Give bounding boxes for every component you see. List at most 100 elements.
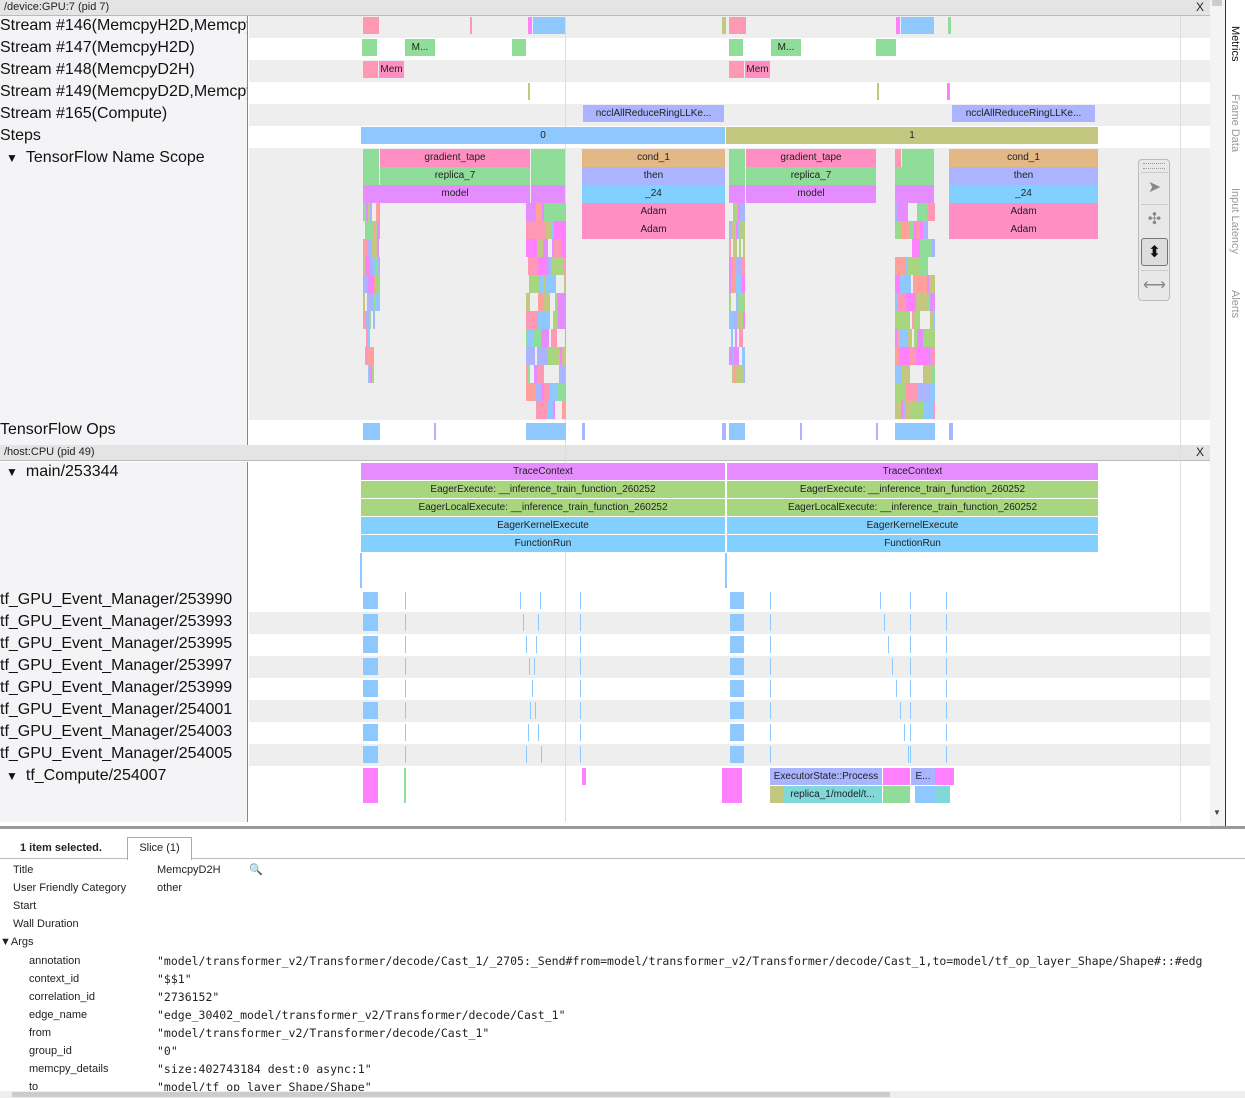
track-row[interactable] [249,678,1210,700]
slice[interactable] [770,614,771,631]
args-toggle[interactable]: ▼Args [0,936,34,948]
slice[interactable] [363,149,379,167]
slice[interactable] [914,311,920,329]
slice[interactable] [379,203,380,221]
slice-replica-1[interactable]: replica_1/model/t... [783,786,882,803]
slice[interactable] [895,311,908,329]
slice[interactable] [895,167,934,185]
slice[interactable] [917,329,923,347]
slice[interactable] [365,257,370,275]
slice[interactable] [551,329,557,347]
slice[interactable] [564,275,566,293]
slice[interactable] [404,768,406,803]
slice-step0[interactable]: 0 [361,127,725,144]
track-label[interactable]: tf_GPU_Event_Manager/254003 [0,722,248,744]
slice[interactable] [363,239,365,257]
slice[interactable] [770,680,771,697]
slice[interactable] [526,347,535,365]
slice-eager-execute[interactable]: EagerExecute: __inference_train_function… [727,481,1098,498]
slice[interactable] [405,724,406,741]
slice[interactable] [731,221,733,239]
slice[interactable] [363,680,378,697]
slice[interactable] [729,17,746,34]
slice[interactable] [915,786,935,803]
slice[interactable] [900,275,911,293]
slice[interactable] [580,636,581,653]
slice-mem[interactable]: Mem [379,61,404,78]
slice-gradient-tape[interactable]: gradient_tape [746,149,876,167]
slice[interactable] [580,724,581,741]
slice[interactable] [405,658,406,675]
slice[interactable] [378,257,380,275]
slice[interactable] [547,401,553,419]
slice[interactable] [730,746,744,763]
slice[interactable] [367,239,372,257]
slice[interactable] [534,658,535,675]
slice-mem[interactable]: Mem [745,61,770,78]
slice[interactable] [729,239,731,257]
close-host-process-button[interactable]: X [1195,445,1204,459]
slice[interactable] [928,347,931,365]
pan-tool-icon[interactable]: ✣ [1141,204,1168,232]
slice[interactable] [368,329,370,347]
slice[interactable] [529,275,539,293]
slice[interactable] [376,257,378,275]
slice[interactable] [935,768,954,785]
slice[interactable] [363,257,365,275]
slice[interactable] [927,293,930,311]
slice[interactable] [934,311,935,329]
slice[interactable] [405,592,406,609]
slice[interactable] [536,636,537,653]
slice[interactable] [542,401,547,419]
slice[interactable] [908,311,910,329]
slice[interactable] [741,365,744,383]
slice[interactable] [374,275,376,293]
slice[interactable] [742,221,744,239]
slice[interactable] [363,658,378,675]
slice[interactable] [736,293,738,311]
slice-eager-kernel-execute[interactable]: EagerKernelExecute [727,517,1098,534]
slice[interactable] [731,329,733,347]
slice[interactable] [730,724,744,741]
slice[interactable] [910,680,911,697]
track-row[interactable] [249,722,1210,744]
slice[interactable] [896,17,900,34]
slice[interactable] [539,275,543,293]
slice[interactable] [904,724,905,741]
slice[interactable] [735,329,737,347]
slice[interactable] [909,221,914,239]
slice[interactable] [946,592,947,609]
slice[interactable] [363,702,378,719]
track-label[interactable]: tf_GPU_Event_Manager/253995 [0,634,248,656]
slice[interactable] [553,311,558,329]
slice[interactable] [557,383,566,401]
slice[interactable] [729,257,731,275]
slice[interactable] [947,83,950,100]
slice[interactable] [923,401,934,419]
slice[interactable] [903,365,910,383]
slice[interactable] [533,221,546,239]
slice[interactable] [526,423,566,440]
slice[interactable] [531,149,565,167]
slice[interactable] [901,401,903,419]
slice[interactable] [895,329,897,347]
slice[interactable] [892,658,893,675]
slice[interactable] [557,203,566,221]
expand-triangle-icon[interactable]: ▼ [6,465,18,479]
slice[interactable] [901,365,903,383]
slice[interactable] [557,293,566,311]
slice[interactable] [901,17,934,34]
slice[interactable] [909,347,916,365]
track-label[interactable]: tf_GPU_Event_Manager/253997 [0,656,248,678]
slice-e-short[interactable]: E... [911,768,935,785]
slice[interactable] [770,724,771,741]
slice[interactable] [731,257,733,275]
slice[interactable] [534,365,537,383]
slice[interactable] [370,221,373,239]
slice[interactable] [730,658,744,675]
slice[interactable] [895,423,935,440]
slice[interactable] [729,423,745,440]
slice[interactable] [523,614,524,631]
slice[interactable] [367,293,373,311]
slice[interactable] [917,203,927,221]
